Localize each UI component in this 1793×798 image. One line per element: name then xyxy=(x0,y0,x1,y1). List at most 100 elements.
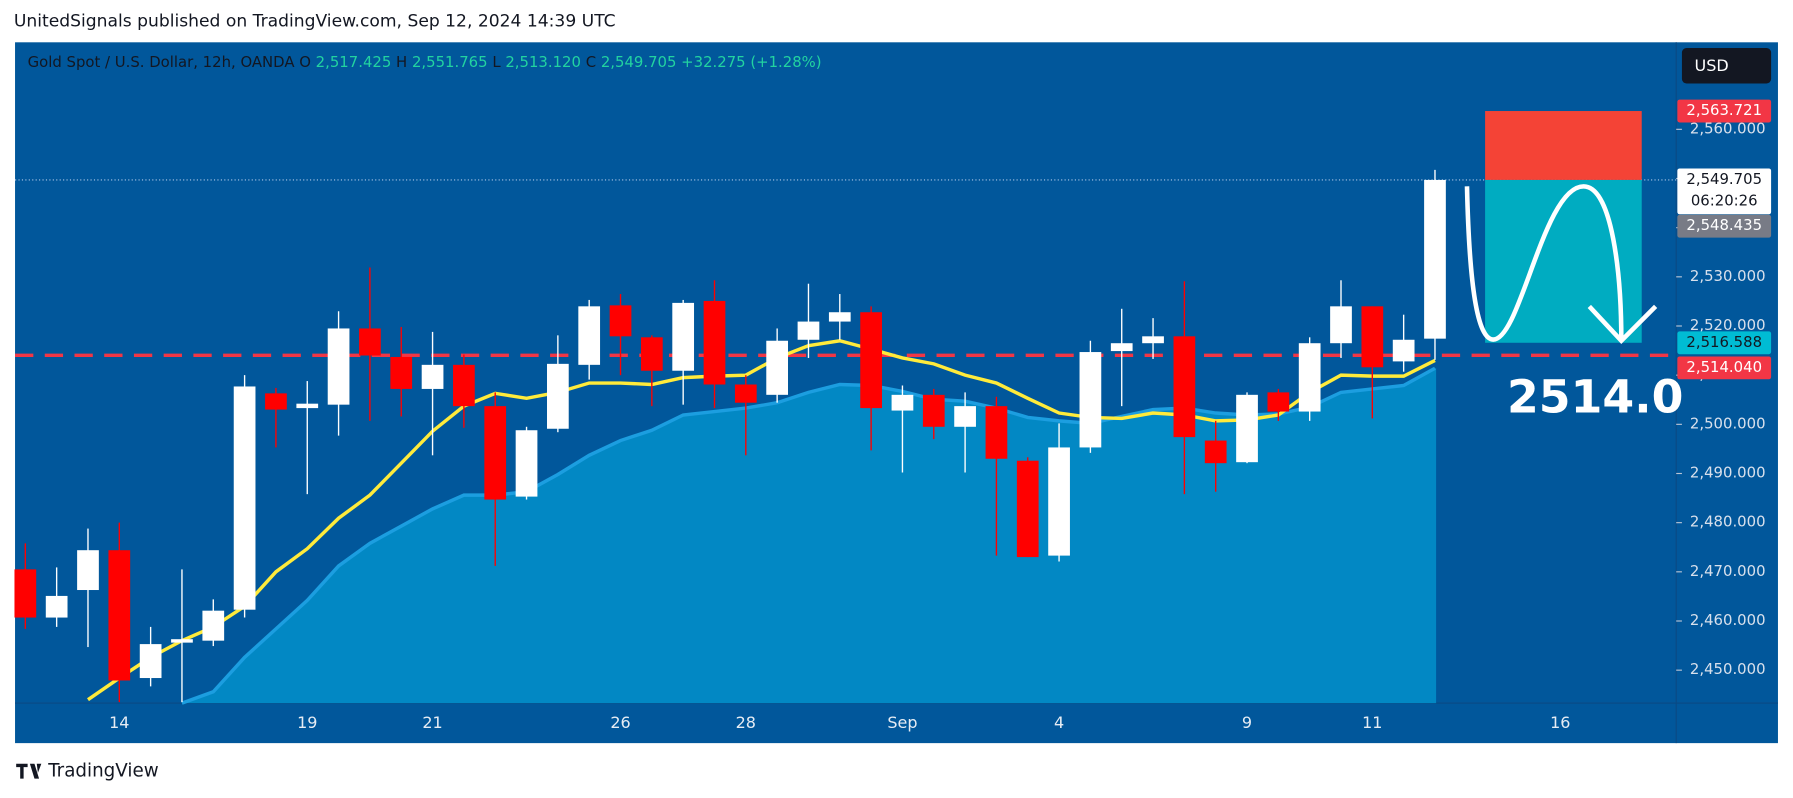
candle-body xyxy=(45,595,68,618)
candle-body xyxy=(1361,306,1384,368)
legend-key: O xyxy=(299,53,311,71)
candle-body xyxy=(703,300,726,385)
candle-body xyxy=(171,639,193,643)
x-tick-label: 21 xyxy=(422,713,442,732)
arrow xyxy=(1464,184,1624,342)
price-label: 2,563.721 xyxy=(1686,101,1762,119)
candle-body xyxy=(1424,179,1446,339)
candle-body xyxy=(891,394,914,411)
x-tick-label: 19 xyxy=(297,713,317,732)
candle-body xyxy=(1204,440,1227,464)
annotation: 2514.0 xyxy=(1507,371,1683,424)
candle-body xyxy=(359,328,381,356)
legend-key: L xyxy=(492,53,501,71)
candle-body xyxy=(766,340,789,395)
candle-body xyxy=(327,328,350,405)
candle-body xyxy=(547,363,569,429)
candle-body xyxy=(1392,339,1415,362)
candle-body xyxy=(453,364,475,407)
y-tick-label: 2,530.000 xyxy=(1690,267,1766,285)
candle-body xyxy=(1079,352,1102,448)
price-label-box xyxy=(1677,356,1772,380)
price-label: 2,514.040 xyxy=(1686,358,1762,376)
ema-line xyxy=(87,338,1436,702)
price-label-box xyxy=(1677,99,1772,123)
candle-body xyxy=(640,337,663,371)
y-tick-label: 2,500.000 xyxy=(1690,414,1766,432)
price-label-box xyxy=(1677,331,1772,355)
candle-body xyxy=(1330,306,1352,344)
candle-body xyxy=(609,305,632,337)
candle-body xyxy=(202,610,225,641)
legend-value: 2,549.705 xyxy=(601,53,677,71)
candle-body xyxy=(296,403,319,409)
x-tick-label: Sep xyxy=(887,713,917,732)
price-label: 2,516.588 xyxy=(1686,333,1762,351)
y-tick-label: 2,460.000 xyxy=(1690,611,1766,629)
ma-line xyxy=(181,366,1436,705)
candle-body xyxy=(734,384,757,403)
candle-body xyxy=(233,386,256,610)
x-tick-label: 4 xyxy=(1054,713,1064,732)
candle-body xyxy=(14,569,37,618)
candle-body xyxy=(1048,447,1070,556)
legend: Gold Spot / U.S. Dollar, 12h, OANDA O 2,… xyxy=(28,53,822,71)
currency: USD xyxy=(1695,56,1729,75)
price-label: 2,549.705 xyxy=(1686,170,1762,188)
candle-body xyxy=(515,430,538,497)
candle-body xyxy=(484,406,507,500)
arrow-head xyxy=(1587,304,1658,344)
legend-value: 2,513.120 xyxy=(505,53,581,71)
legend-key: H xyxy=(396,53,407,71)
candle-body xyxy=(421,364,444,389)
candle-body xyxy=(1173,336,1196,438)
candle-body xyxy=(860,312,882,409)
candle-body xyxy=(1236,394,1258,463)
legend-key: C xyxy=(586,53,596,71)
candle-body xyxy=(1142,336,1164,344)
legend-symbol: Gold Spot / U.S. Dollar, 12h, OANDA xyxy=(28,53,296,71)
y-tick-label: 2,520.000 xyxy=(1690,316,1766,334)
candle-body xyxy=(828,312,851,322)
candle-body xyxy=(139,644,162,679)
y-tick-label: 2,450.000 xyxy=(1690,660,1766,678)
logo-icon xyxy=(16,763,42,779)
x-tick-label: 26 xyxy=(610,713,630,732)
y-tick-label: 2,490.000 xyxy=(1690,463,1766,481)
x-tick-label: 9 xyxy=(1242,713,1252,732)
y-tick-label: 2,560.000 xyxy=(1690,119,1766,137)
candle-body xyxy=(1016,460,1039,558)
legend-value: 2,517.425 xyxy=(316,53,392,71)
brand: TradingView xyxy=(47,761,159,782)
ma-area xyxy=(181,368,1437,704)
candle-body xyxy=(1298,343,1321,412)
legend-change: +32.275 (+1.28%) xyxy=(681,53,821,71)
x-tick-label: 28 xyxy=(736,713,756,732)
candle-body xyxy=(108,550,131,681)
candle-body xyxy=(797,321,820,340)
countdown: 06:20:26 xyxy=(1691,192,1758,210)
x-tick-label: 16 xyxy=(1550,713,1570,732)
legend-value: 2,551.765 xyxy=(412,53,488,71)
candle-body xyxy=(1110,343,1133,352)
price-label-box xyxy=(1677,214,1772,238)
candle-body xyxy=(390,356,413,389)
candle-body xyxy=(672,302,695,371)
candle-body xyxy=(578,306,601,365)
candle-body xyxy=(265,393,287,410)
candle-body xyxy=(922,394,945,427)
y-tick-label: 2,480.000 xyxy=(1690,513,1766,531)
candle-body xyxy=(77,550,99,591)
currency-button[interactable] xyxy=(1681,48,1772,84)
candle-body xyxy=(954,406,976,427)
x-tick-label: 11 xyxy=(1362,713,1382,732)
x-tick-label: 14 xyxy=(109,713,129,732)
y-tick-label: 2,470.000 xyxy=(1690,562,1766,580)
candle-body xyxy=(1267,392,1290,412)
price-label-box xyxy=(1677,168,1772,215)
price-label: 2,548.435 xyxy=(1686,216,1762,234)
byline: UnitedSignals published on TradingView.c… xyxy=(14,12,616,32)
stop-zone xyxy=(1485,111,1642,180)
candle-body xyxy=(985,406,1008,459)
